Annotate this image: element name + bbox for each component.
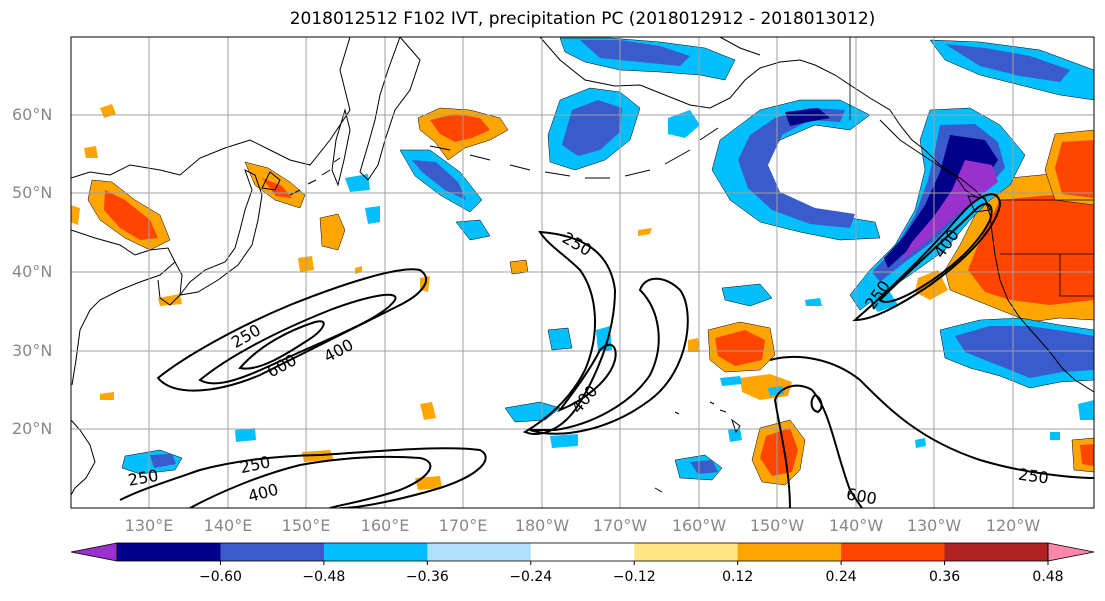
- lat-label: 50°N: [12, 183, 52, 202]
- lon-label: 180°W: [515, 516, 570, 535]
- lon-label: 120°W: [986, 516, 1041, 535]
- colorbar-segment: [323, 543, 428, 561]
- colorbar-segment: [220, 543, 325, 561]
- colorbar-tick-label: −0.24: [509, 569, 552, 585]
- graticule: [71, 37, 1094, 508]
- colorbar-tick-label: 0.24: [826, 569, 857, 585]
- lon-label: 150°E: [282, 516, 331, 535]
- precip-fill-layer: [71, 37, 1094, 490]
- colorbar-segment: [944, 543, 1049, 561]
- contour-label: 600: [845, 484, 878, 508]
- lon-label: 130°W: [907, 516, 962, 535]
- colorbar-tick-label: 0.48: [1032, 569, 1063, 585]
- ivt-contours: [119, 193, 1094, 508]
- colorbar-tick-label: 0.36: [929, 569, 960, 585]
- colorbar-segment: [634, 543, 739, 561]
- colorbar-segment: [427, 543, 532, 561]
- lat-label: 60°N: [12, 105, 52, 124]
- lon-label: 170°E: [439, 516, 488, 535]
- map-title: 2018012512 F102 IVT, precipitation PC (2…: [289, 9, 876, 29]
- colorbar-tick-label: −0.60: [199, 569, 242, 585]
- lat-label: 40°N: [12, 262, 52, 281]
- colorbar-segment: [530, 543, 635, 561]
- colorbar-extend-low: [70, 542, 118, 562]
- lon-label: 140°W: [829, 516, 884, 535]
- latitude-labels: 60°N 50°N 40°N 30°N 20°N: [12, 105, 52, 438]
- lon-label: 150°W: [750, 516, 805, 535]
- colorbar-tick-label: −0.12: [613, 569, 656, 585]
- map-frame: [70, 36, 1095, 509]
- colorbar-tick-label: −0.36: [406, 569, 449, 585]
- colorbar: −0.60 −0.48 −0.36 −0.24 −0.12 0.12 0.24 0.36 0.4…: [70, 542, 1095, 585]
- colorbar-segment: [737, 543, 842, 561]
- colorbar-extend-high: [1047, 542, 1095, 562]
- lon-label: 160°W: [672, 516, 727, 535]
- lon-label: 170°W: [593, 516, 648, 535]
- colorbar-tick-label: 0.12: [722, 569, 753, 585]
- lat-label: 20°N: [12, 419, 52, 438]
- lon-label: 130°E: [125, 516, 174, 535]
- colorbar-tick-label: −0.48: [302, 569, 345, 585]
- colorbar-segment: [841, 543, 946, 561]
- lon-label: 160°E: [361, 516, 410, 535]
- contour-label: 250: [1017, 465, 1050, 488]
- lat-label: 30°N: [12, 341, 52, 360]
- longitude-labels: 130°E 140°E 150°E 160°E 170°E 180°W 170°…: [125, 516, 1041, 535]
- colorbar-segment: [117, 543, 221, 561]
- lon-label: 140°E: [204, 516, 253, 535]
